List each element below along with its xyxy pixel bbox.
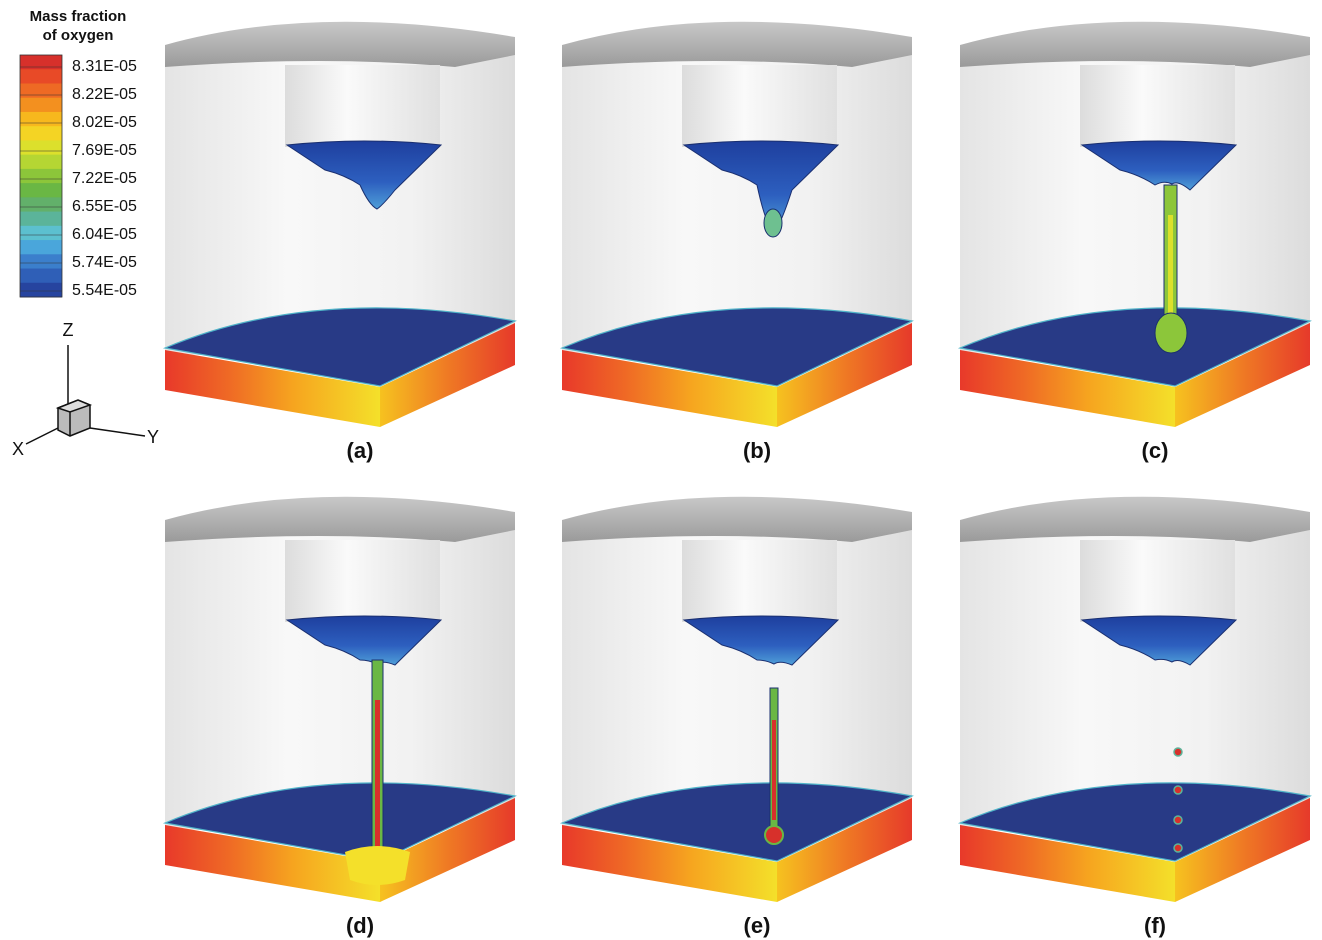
colorbar-label: 7.69E-05 — [72, 142, 137, 159]
jet — [764, 209, 782, 237]
cylinder-top — [165, 22, 515, 67]
colorbar-title: of oxygen — [43, 27, 114, 44]
colorbar-label: 5.54E-05 — [72, 282, 137, 299]
panel: (a) — [165, 22, 515, 463]
panel-label: (e) — [744, 913, 771, 938]
colorbar-band — [20, 197, 62, 212]
colorbar-label: 8.31E-05 — [72, 58, 137, 75]
drop — [1174, 816, 1182, 824]
colorbar-label: 6.04E-05 — [72, 226, 137, 243]
panel: (f) — [960, 497, 1310, 938]
panel: (c) — [960, 22, 1310, 463]
drop — [1174, 748, 1182, 756]
colorbar-label: 8.02E-05 — [72, 114, 137, 131]
colorbar-label: 8.22E-05 — [72, 86, 137, 103]
colorbar-title: Mass fraction — [30, 8, 127, 25]
panel-label: (a) — [347, 438, 374, 463]
nozzle — [285, 65, 440, 147]
drop — [1174, 844, 1182, 852]
drop — [1155, 313, 1187, 353]
colorbar-band — [20, 183, 62, 198]
figure: Mass fraction of oxygen 8.31E-05 8.22E-05… — [0, 0, 1322, 940]
colorbar: Mass fraction of oxygen 8.31E-05 8.22E-05… — [20, 8, 137, 299]
axis-label: X — [12, 439, 24, 459]
colorbar-band — [20, 69, 62, 84]
colorbar-label: 5.74E-05 — [72, 254, 137, 271]
colorbar-band — [20, 155, 62, 170]
colorbar-label: 7.22E-05 — [72, 170, 137, 187]
colorbar-band — [20, 140, 62, 155]
panel: (e) — [562, 497, 912, 938]
nozzle — [1080, 540, 1235, 622]
colorbar-band — [20, 55, 62, 70]
nozzle — [1080, 65, 1235, 147]
axis-label: Z — [63, 320, 74, 340]
nozzle — [682, 65, 837, 147]
axis-label: Y — [147, 427, 159, 447]
colorbar-band — [20, 283, 62, 298]
panel-label: (d) — [346, 913, 374, 938]
jet-core — [772, 720, 776, 820]
jet-core — [1168, 215, 1173, 315]
panel-label: (f) — [1144, 913, 1166, 938]
colorbar-band — [20, 240, 62, 255]
panel: (d) — [165, 497, 515, 938]
panel-label: (b) — [743, 438, 771, 463]
nozzle — [285, 540, 440, 622]
drop — [765, 826, 783, 844]
nozzle — [682, 540, 837, 622]
colorbar-band — [20, 254, 62, 269]
cylinder-top — [960, 22, 1310, 67]
colorbar-band — [20, 83, 62, 98]
panel-label: (c) — [1142, 438, 1169, 463]
colorbar-band — [20, 112, 62, 127]
cylinder-top — [562, 22, 912, 67]
impact — [345, 846, 410, 885]
colorbar-band — [20, 212, 62, 227]
colorbar-band — [20, 126, 62, 141]
cylinder-top — [165, 497, 515, 542]
colorbar-band — [20, 169, 62, 184]
cylinder-top — [960, 497, 1310, 542]
colorbar-band — [20, 269, 62, 284]
panel: (b) — [562, 22, 912, 463]
colorbar-band — [20, 98, 62, 113]
colorbar-label: 6.55E-05 — [72, 198, 137, 215]
cylinder-top — [562, 497, 912, 542]
axis-triad: Z X Y — [12, 320, 159, 459]
drop — [1174, 786, 1182, 794]
colorbar-band — [20, 226, 62, 241]
jet-core — [375, 700, 380, 850]
